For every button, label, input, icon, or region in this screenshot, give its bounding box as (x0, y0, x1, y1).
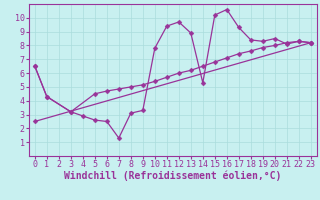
X-axis label: Windchill (Refroidissement éolien,°C): Windchill (Refroidissement éolien,°C) (64, 171, 282, 181)
